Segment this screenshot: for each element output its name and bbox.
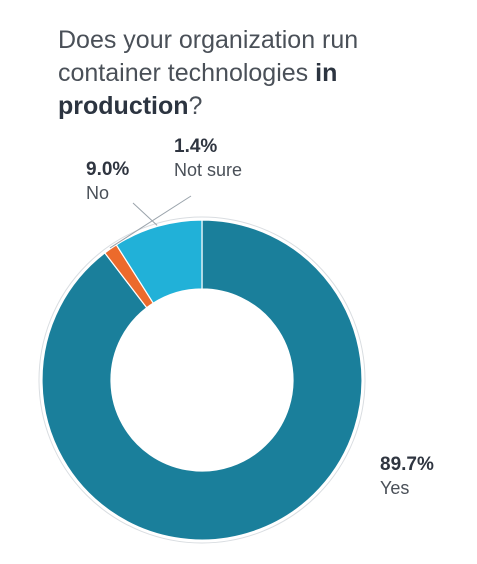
- data-label-name: No: [86, 183, 109, 203]
- data-label-value: 1.4%: [174, 136, 217, 157]
- chart-title-part: Does your organization run container tec…: [58, 26, 359, 87]
- leader-line-no: [132, 202, 158, 226]
- chart-title: Does your organization run container tec…: [58, 24, 458, 123]
- data-label-name: Not sure: [174, 160, 242, 180]
- chart-title-part: in production: [58, 59, 338, 120]
- chart-title-part: ?: [188, 92, 203, 120]
- leader-line-not-sure: [109, 195, 192, 249]
- donut-outer-ring: [38, 216, 366, 544]
- data-label-value: 89.7%: [380, 454, 434, 475]
- slice-no: [115, 219, 203, 304]
- data-label-value: 9.0%: [86, 159, 129, 180]
- slice-yes: [41, 219, 363, 541]
- data-label-name: Yes: [380, 478, 409, 498]
